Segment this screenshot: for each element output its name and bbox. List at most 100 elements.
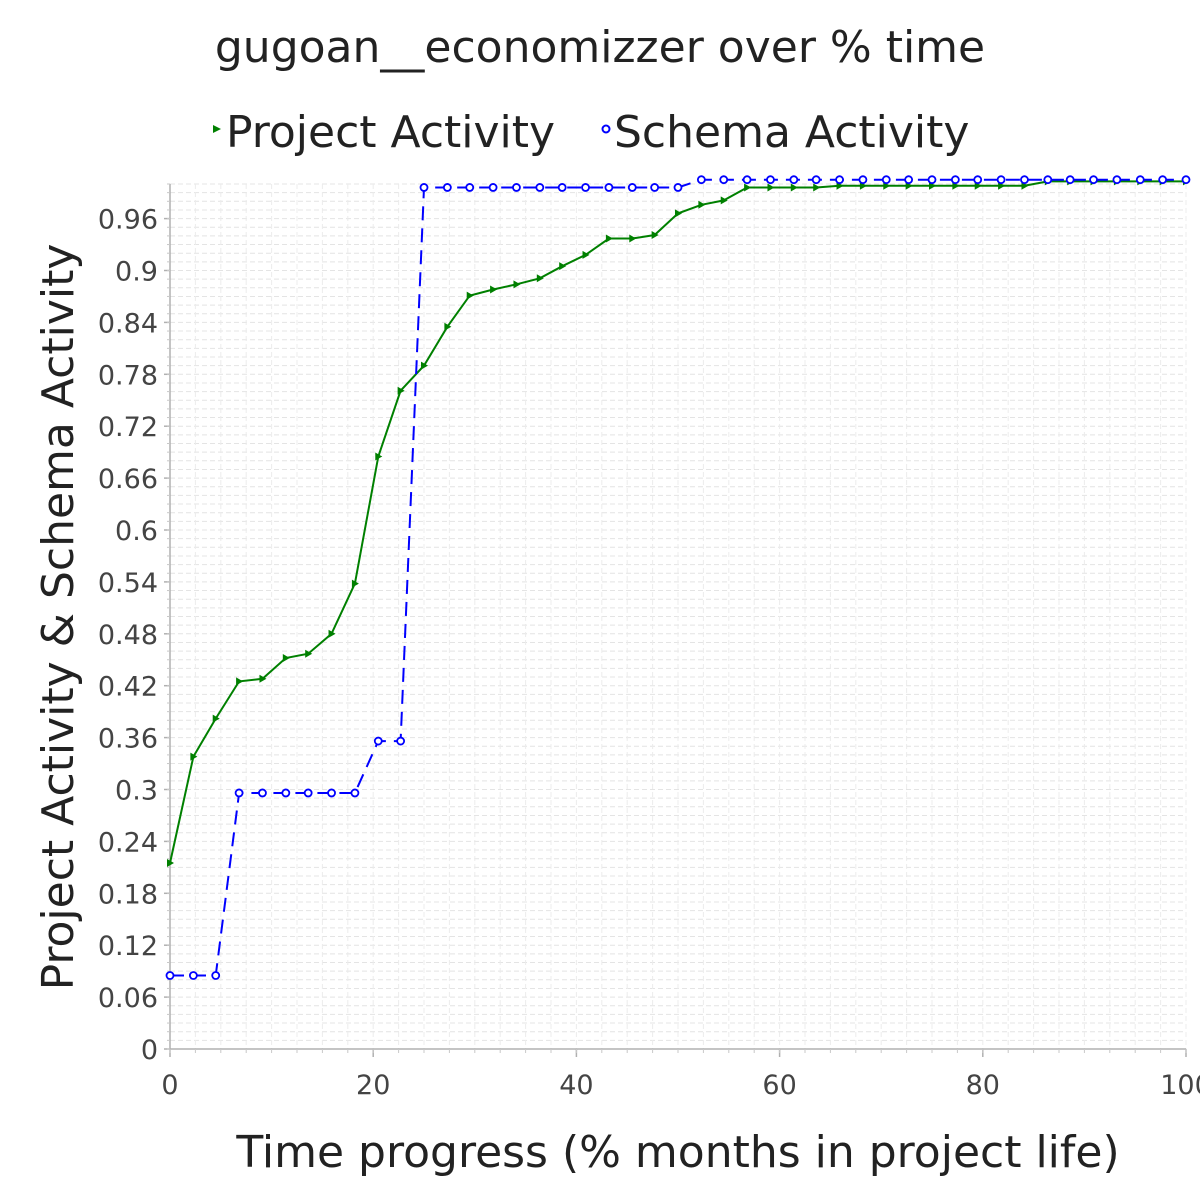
- legend-item-schema-activity: Schema Activity: [601, 107, 969, 158]
- data-point: [442, 183, 452, 192]
- data-point: [421, 361, 428, 370]
- y-tick-label: 0.42: [98, 672, 158, 703]
- data-point: [858, 175, 868, 185]
- data-point: [629, 234, 637, 243]
- y-tick-label: 0.18: [98, 879, 158, 910]
- data-point: [282, 654, 290, 663]
- data-point: [557, 183, 567, 192]
- data-point: [167, 859, 174, 868]
- legend-item-project-activity: Project Activity: [213, 107, 555, 158]
- legend-marker-schema-activity: [601, 124, 611, 134]
- data-point: [835, 175, 844, 185]
- grid-lines: [169, 183, 1187, 1050]
- x-tick-label: 20: [356, 1070, 390, 1101]
- data-point: [188, 971, 198, 980]
- data-point: [1043, 175, 1053, 185]
- legend: Project Activity Schema Activity: [213, 107, 969, 158]
- data-point: [328, 629, 336, 638]
- y-tick-label: 0.84: [98, 308, 158, 339]
- data-point: [236, 677, 244, 686]
- data-point: [444, 322, 452, 331]
- axes: 0 0.06 0.12 0.18 0.24 0.3 0.36 0.42 0.48 0.54 0.6 0…: [98, 183, 1200, 1101]
- data-point: [996, 175, 1006, 185]
- data-point: [1020, 175, 1029, 185]
- data-point: [881, 175, 891, 185]
- data-point: [465, 183, 475, 192]
- data-point: [373, 736, 383, 746]
- data-point: [627, 183, 637, 192]
- data-point: [488, 183, 498, 192]
- data-point: [950, 175, 960, 185]
- y-tick-label: 0.9: [115, 257, 158, 288]
- data-point: [211, 971, 221, 980]
- y-tick-label: 0: [141, 1035, 158, 1066]
- x-tick-label: 100: [1160, 1070, 1200, 1101]
- data-point: [720, 196, 728, 205]
- data-point: [650, 183, 660, 192]
- data-point: [767, 183, 775, 192]
- x-tick-label: 0: [161, 1070, 178, 1101]
- data-point: [350, 788, 360, 798]
- data-point: [742, 175, 752, 185]
- data-point: [303, 788, 313, 798]
- data-point: [604, 183, 614, 192]
- data-point: [351, 579, 359, 588]
- data-point: [1135, 175, 1145, 185]
- data-point: [466, 291, 474, 300]
- legend-marker-project-activity: [213, 125, 221, 133]
- x-tick-label: 60: [762, 1070, 796, 1101]
- y-tick-label: 0.24: [98, 827, 158, 858]
- data-point: [790, 183, 798, 192]
- data-point: [536, 274, 544, 283]
- chart-title: gugoan__economizzer over % time: [215, 22, 985, 73]
- data-point: [513, 280, 521, 289]
- data-point: [811, 175, 821, 185]
- data-point: [281, 788, 291, 798]
- data-point: [165, 971, 175, 980]
- data-point: [1158, 175, 1168, 185]
- data-point: [766, 175, 775, 185]
- data-point: [675, 209, 682, 218]
- series-layer: [165, 175, 1191, 980]
- x-tick-label: 40: [559, 1070, 593, 1101]
- data-point: [651, 231, 659, 240]
- data-point: [512, 183, 521, 192]
- data-point: [305, 649, 313, 658]
- data-point: [1112, 175, 1122, 185]
- legend-label-schema-activity: Schema Activity: [614, 107, 969, 158]
- y-tick-label: 0.96: [98, 205, 158, 236]
- data-point: [696, 175, 706, 185]
- data-point: [673, 183, 683, 192]
- data-point: [490, 285, 498, 294]
- data-point: [1089, 175, 1098, 185]
- y-tick-label: 0.12: [98, 931, 158, 962]
- y-tick-label: 0.78: [98, 360, 158, 391]
- data-point: [1065, 175, 1075, 185]
- data-point: [396, 736, 406, 746]
- data-point: [927, 175, 937, 185]
- data-point: [234, 788, 244, 798]
- y-tick-label: 0.66: [98, 464, 158, 495]
- y-axis-label: Project Activity & Schema Activity: [33, 244, 84, 991]
- y-tick-label: 0.36: [98, 724, 158, 755]
- data-point: [190, 752, 198, 761]
- data-point: [719, 175, 729, 185]
- data-point: [789, 175, 799, 185]
- data-point: [559, 262, 567, 271]
- series-schema-activity: [165, 175, 1191, 980]
- data-point: [904, 175, 914, 185]
- y-tick-label: 0.48: [98, 620, 158, 651]
- data-point: [258, 788, 267, 798]
- data-point: [419, 183, 429, 192]
- data-point: [581, 183, 590, 192]
- y-tick-label: 0.6: [115, 516, 158, 547]
- x-tick-label: 80: [966, 1070, 1000, 1101]
- y-tick-label: 0.3: [115, 776, 158, 807]
- data-point: [212, 714, 220, 723]
- data-point: [605, 234, 613, 243]
- y-tick-label: 0.54: [98, 568, 158, 599]
- data-point: [397, 386, 405, 395]
